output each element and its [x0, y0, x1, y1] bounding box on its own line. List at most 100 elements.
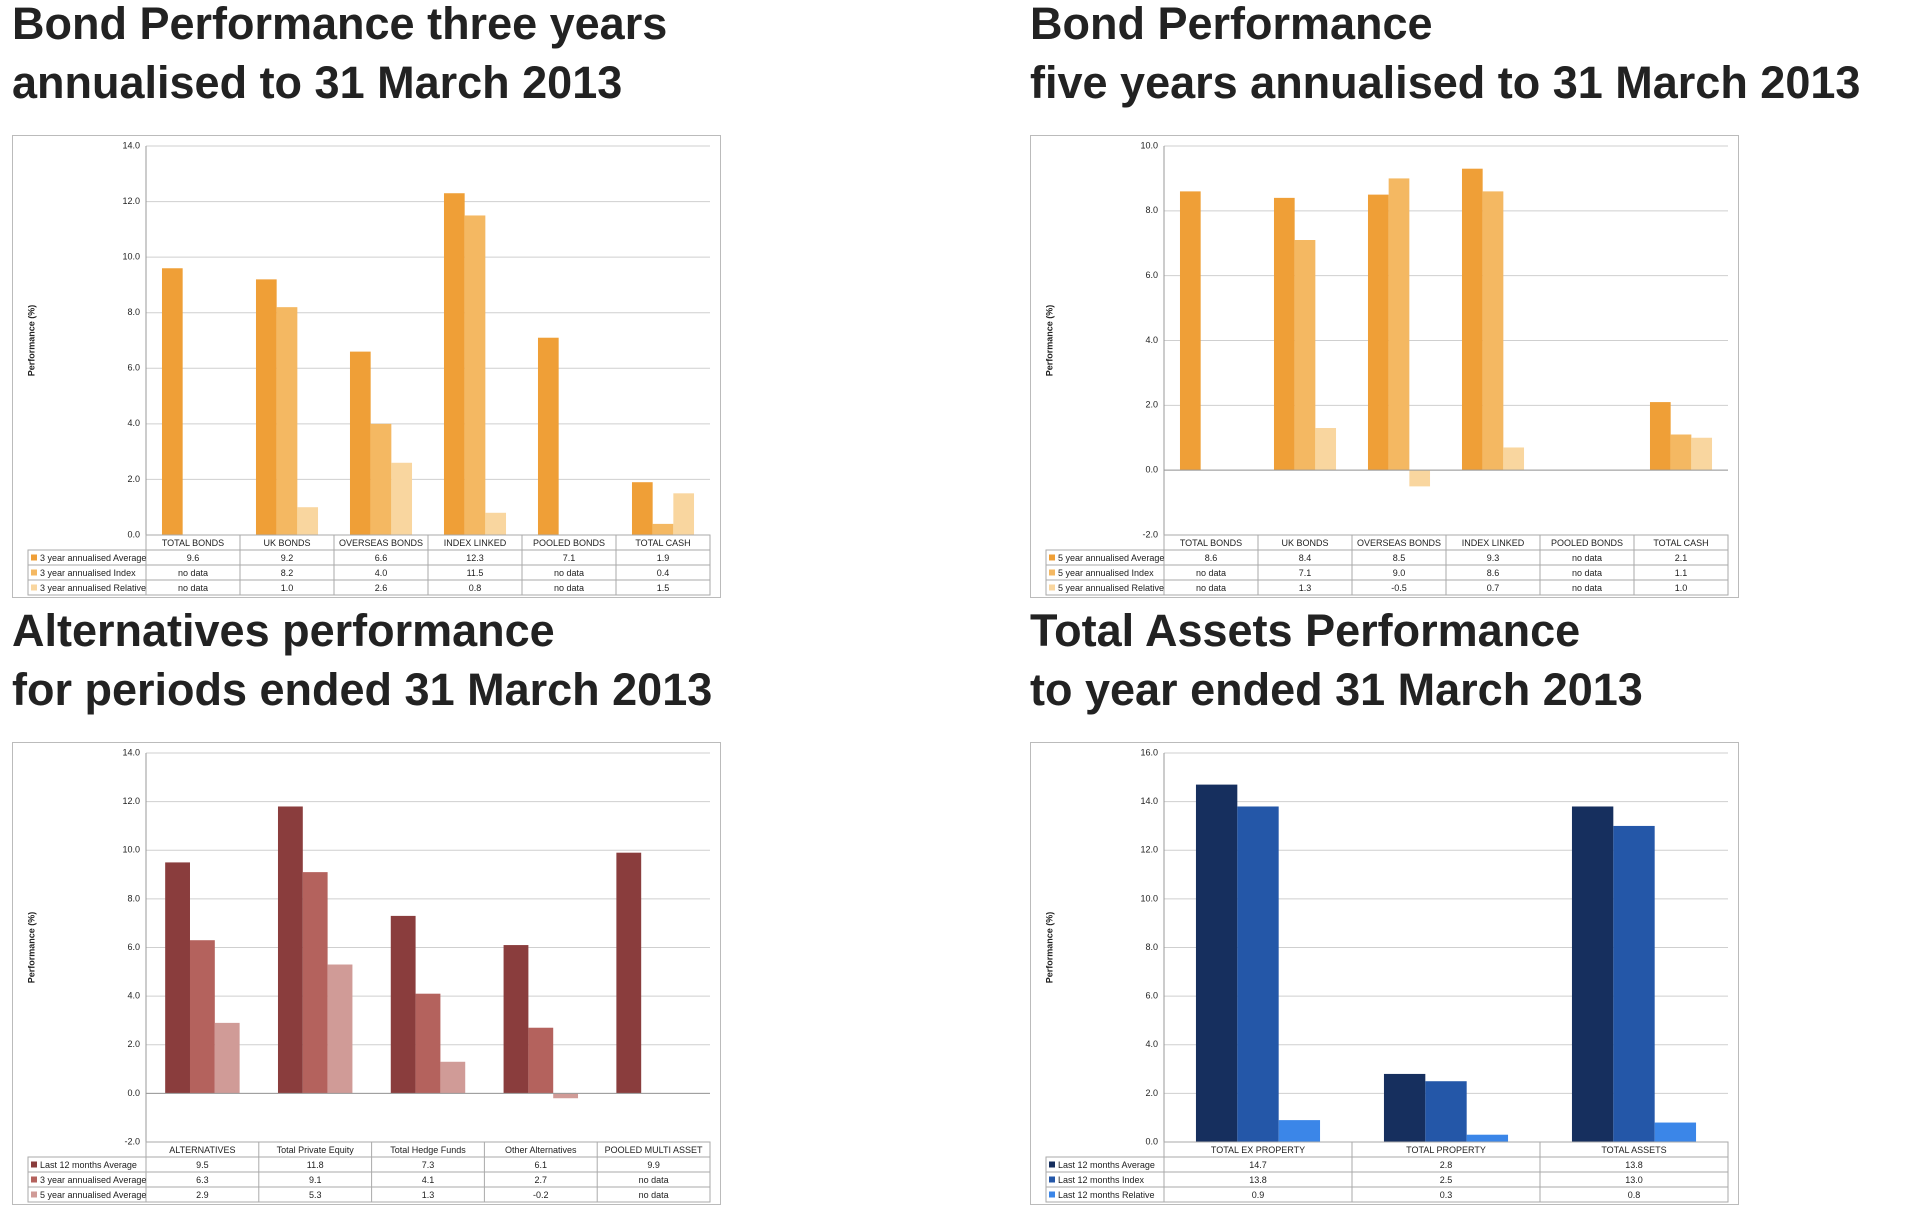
- table-value: no data: [1572, 553, 1602, 563]
- table-value: no data: [1196, 568, 1226, 578]
- bar: [485, 512, 507, 535]
- bar: [276, 307, 298, 535]
- table-value: 0.8: [469, 583, 482, 593]
- category-label: TOTAL EX PROPERTY: [1211, 1145, 1305, 1155]
- y-tick-label: 8.0: [127, 307, 140, 317]
- legend-swatch: [31, 1161, 37, 1168]
- legend-swatch: [31, 1176, 37, 1183]
- y-tick-label: 8.0: [127, 893, 140, 903]
- legend-label: Last 12 months Average: [1058, 1160, 1155, 1170]
- table-value: no data: [178, 568, 208, 578]
- bar: [553, 1093, 579, 1099]
- bar: [1503, 447, 1525, 471]
- bar: [1466, 1134, 1509, 1142]
- bar: [631, 482, 653, 535]
- table-value: 11.5: [467, 568, 484, 578]
- category-label: INDEX LINKED: [1462, 538, 1525, 548]
- y-tick-label: 14.0: [122, 140, 140, 150]
- bar: [1649, 402, 1671, 471]
- legend-label: 3 year annualised Relative: [40, 583, 146, 593]
- category-label: Total Hedge Funds: [390, 1145, 466, 1155]
- chart-title: Total Assets Performance: [1030, 605, 1580, 656]
- chart: Performance (%) -2.0 0.0 2.0 4.0 6.0 8.0 10.0 TO…: [1030, 135, 1739, 598]
- legend-swatch: [31, 1191, 37, 1198]
- bar: [277, 806, 303, 1094]
- table-value: 9.2: [281, 553, 294, 563]
- table-value: 0.4: [657, 568, 670, 578]
- y-tick-label: 10.0: [1140, 140, 1158, 150]
- table-value: 2.1: [1675, 553, 1688, 563]
- bar: [161, 268, 183, 535]
- table-value: 9.6: [187, 553, 200, 563]
- table-value: 1.0: [1675, 583, 1688, 593]
- y-tick-label: 0.0: [1145, 1136, 1158, 1146]
- table-value: 1.5: [657, 583, 670, 593]
- table-value: 4.0: [375, 568, 388, 578]
- y-tick-label: 6.0: [1145, 270, 1158, 280]
- y-tick-label: 0.0: [127, 1088, 140, 1098]
- table-value: 8.5: [1393, 553, 1406, 563]
- bar: [1409, 470, 1431, 487]
- table-value: 7.1: [563, 553, 576, 563]
- category-label: TOTAL ASSETS: [1601, 1145, 1666, 1155]
- bar: [297, 507, 319, 535]
- bar: [1670, 434, 1692, 471]
- y-tick-label: 4.0: [127, 991, 140, 1001]
- bar: [165, 862, 190, 1094]
- table-value: 2.7: [535, 1175, 548, 1185]
- bar: [1571, 806, 1614, 1142]
- table-value: 2.8: [1440, 1160, 1453, 1170]
- y-tick-label: 4.0: [1145, 1039, 1158, 1049]
- table-value: 1.0: [281, 583, 294, 593]
- table-value: 1.9: [657, 553, 670, 563]
- category-label: POOLED MULTI ASSET: [605, 1145, 703, 1155]
- bar: [1482, 191, 1504, 471]
- table-value: 7.3: [422, 1160, 435, 1170]
- bar: [673, 493, 695, 535]
- table-value: 6.3: [196, 1175, 209, 1185]
- legend-label: Last 12 months Index: [1058, 1175, 1145, 1185]
- y-tick-label: 4.0: [127, 418, 140, 428]
- category-label: POOLED BONDS: [1551, 538, 1623, 548]
- table-value: 8.4: [1299, 553, 1312, 563]
- table-value: 13.8: [1249, 1175, 1267, 1185]
- y-tick-label: -2.0: [1142, 529, 1158, 539]
- bar: [189, 940, 215, 1094]
- table-value: 1.3: [422, 1190, 435, 1200]
- table-value: 0.8: [1628, 1190, 1641, 1200]
- table-value: 13.0: [1625, 1175, 1643, 1185]
- bar: [1425, 1081, 1467, 1142]
- bar: [1691, 437, 1713, 471]
- y-tick-label: 12.0: [1140, 845, 1158, 855]
- legend-label: Last 12 months Relative: [1058, 1190, 1155, 1200]
- table-value: 13.8: [1625, 1160, 1643, 1170]
- y-tick-label: 8.0: [1145, 205, 1158, 215]
- y-tick-label: 12.0: [122, 796, 140, 806]
- table-value: 5.3: [309, 1190, 322, 1200]
- table-value: 2.6: [375, 583, 388, 593]
- y-tick-label: 12.0: [122, 196, 140, 206]
- chart-title: Bond Performance three years: [12, 0, 667, 49]
- chart: Performance (%) 0.0 2.0 4.0 6.0 8.0 10.0 12.0 14…: [1030, 742, 1739, 1205]
- table-value: 2.9: [196, 1190, 209, 1200]
- category-label: POOLED BONDS: [533, 538, 605, 548]
- bar: [214, 1022, 240, 1094]
- table-value: 8.6: [1205, 553, 1218, 563]
- y-tick-label: 6.0: [1145, 991, 1158, 1001]
- table-value: 2.5: [1440, 1175, 1453, 1185]
- table-value: 9.1: [309, 1175, 322, 1185]
- table-value: no data: [1572, 568, 1602, 578]
- y-tick-label: 6.0: [127, 363, 140, 373]
- legend-label: 5 year annualised Average: [40, 1190, 146, 1200]
- table-value: no data: [1572, 583, 1602, 593]
- bar: [503, 945, 529, 1094]
- bar: [390, 915, 416, 1094]
- table-value: 1.3: [1299, 583, 1312, 593]
- table-value: 8.6: [1487, 568, 1500, 578]
- table-value: 0.7: [1487, 583, 1500, 593]
- chart-title: Bond Performance: [1030, 0, 1433, 49]
- table-value: no data: [1196, 583, 1226, 593]
- y-tick-label: 8.0: [1145, 942, 1158, 952]
- y-tick-label: 10.0: [122, 845, 140, 855]
